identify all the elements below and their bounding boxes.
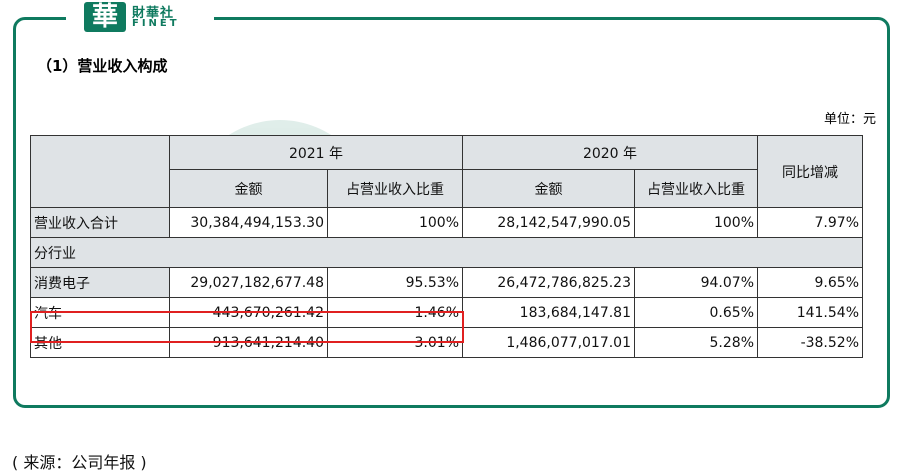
segment-label: 分行业 xyxy=(30,237,863,268)
source-note: ( 来源：公司年报 ) xyxy=(12,453,147,472)
cell-amt2021: 443,670,261.42 xyxy=(169,297,328,328)
table-row: 汽车 443,670,261.42 1.46% 183,684,147.81 0… xyxy=(30,297,863,328)
cell-amt2020: 28,142,547,990.05 xyxy=(462,207,635,238)
cell-amt2021: 30,384,494,153.30 xyxy=(169,207,328,238)
cell-amt2020: 183,684,147.81 xyxy=(462,297,635,328)
row-label: 消费电子 xyxy=(30,267,170,298)
cell-pct2021: 100% xyxy=(327,207,463,238)
cell-pct2021: 95.53% xyxy=(327,267,463,298)
content-frame xyxy=(13,17,890,408)
row-label: 营业收入合计 xyxy=(30,207,170,238)
section-title: （1）营业收入构成 xyxy=(37,57,168,75)
table-row-segment: 分行业 xyxy=(30,237,863,268)
cell-pct2021: 1.46% xyxy=(327,297,463,328)
cell-pct2020: 100% xyxy=(634,207,758,238)
header-share-2020: 占营业收入比重 xyxy=(634,169,758,208)
logo-name: 財華社 xyxy=(132,6,175,21)
cell-yoy: 141.54% xyxy=(757,297,863,328)
header-2020: 2020 年 xyxy=(462,135,758,170)
header-amount-2021: 金额 xyxy=(169,169,328,208)
cell-pct2020: 94.07% xyxy=(634,267,758,298)
cell-amt2021: 29,027,182,677.48 xyxy=(169,267,328,298)
cell-amt2020: 26,472,786,825.23 xyxy=(462,267,635,298)
unit-label: 单位：元 xyxy=(823,112,876,127)
table-row: 消费电子 29,027,182,677.48 95.53% 26,472,786… xyxy=(30,267,863,298)
cell-amt2021: 913,641,214.40 xyxy=(169,327,328,358)
cell-pct2020: 0.65% xyxy=(634,297,758,328)
header-amount-2020: 金额 xyxy=(462,169,635,208)
header-yoy: 同比增减 xyxy=(757,135,863,208)
header-2021: 2021 年 xyxy=(169,135,463,170)
logo-sub: FINET xyxy=(132,18,180,29)
table-row-total: 营业收入合计 30,384,494,153.30 100% 28,142,547… xyxy=(30,207,863,238)
cell-pct2020: 5.28% xyxy=(634,327,758,358)
cell-pct2021: 3.01% xyxy=(327,327,463,358)
row-label: 汽车 xyxy=(30,297,170,328)
cell-amt2020: 1,486,077,017.01 xyxy=(462,327,635,358)
table-row: 其他 913,641,214.40 3.01% 1,486,077,017.01… xyxy=(30,327,863,358)
header-blank xyxy=(30,135,170,208)
cell-yoy: 7.97% xyxy=(757,207,863,238)
header-share-2021: 占营业收入比重 xyxy=(327,169,463,208)
finet-logo-icon: 華 xyxy=(84,2,126,32)
row-label: 其他 xyxy=(30,327,170,358)
cell-yoy: 9.65% xyxy=(757,267,863,298)
cell-yoy: -38.52% xyxy=(757,327,863,358)
revenue-table: 2021 年 2020 年 同比增减 金额 占营业收入比重 金额 占营业收入比重… xyxy=(30,135,863,358)
